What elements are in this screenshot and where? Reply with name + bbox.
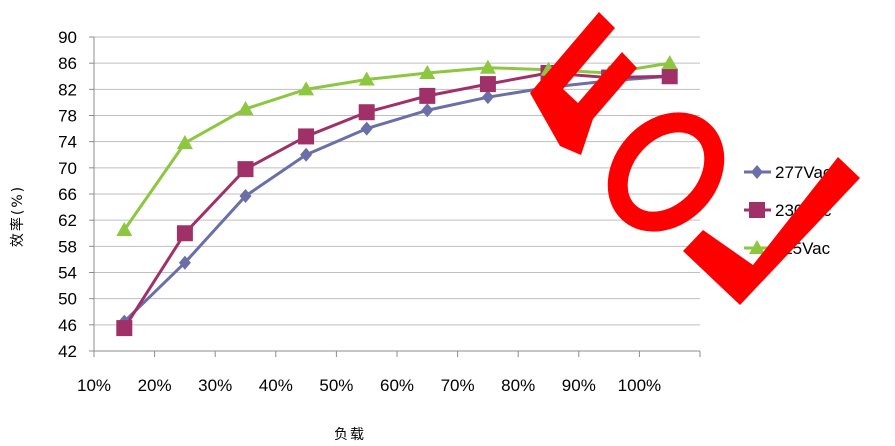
legend-marker-115vac xyxy=(749,240,765,254)
y-tick-label: 46 xyxy=(58,316,77,335)
x-tick-labels: 10% 20% 30% 40% 50% 60% 70% 80% 90% 100% xyxy=(77,376,661,395)
x-tick-label: 50% xyxy=(319,376,353,395)
data-point-230vac xyxy=(116,320,133,337)
y-tick-label: 66 xyxy=(58,185,77,204)
data-point-115vac xyxy=(661,55,678,70)
y-tick-label: 82 xyxy=(58,80,77,99)
x-tick-label: 80% xyxy=(501,376,535,395)
data-point-277vac xyxy=(239,188,252,203)
y-tick-label: 54 xyxy=(58,264,77,283)
y-tick-label: 62 xyxy=(58,211,77,230)
data-point-230vac xyxy=(176,225,193,242)
y-tick-label: 74 xyxy=(58,133,77,152)
data-point-277vac xyxy=(178,255,191,270)
data-point-230vac xyxy=(479,76,496,93)
y-tick-label: 50 xyxy=(58,290,77,309)
data-point-115vac xyxy=(298,81,315,96)
watermark-letter-f xyxy=(530,12,637,155)
data-point-115vac xyxy=(116,221,133,236)
y-tick-label: 78 xyxy=(58,107,77,126)
data-point-115vac xyxy=(479,59,496,74)
y-tick-label: 42 xyxy=(58,342,77,361)
series-line-230vac xyxy=(123,71,670,329)
data-point-115vac xyxy=(176,134,193,149)
data-point-230vac xyxy=(358,104,375,121)
x-tick-label: 20% xyxy=(138,376,172,395)
y-tick-labels: 42 46 50 54 58 62 66 70 74 78 82 86 90 xyxy=(58,28,77,361)
data-point-115vac xyxy=(358,71,375,86)
series-line-115vac xyxy=(123,61,670,231)
data-point-277vac xyxy=(421,103,434,118)
x-axis-title: 负载 xyxy=(334,427,366,443)
data-point-230vac xyxy=(298,128,315,145)
y-axis-title: 效率(%) xyxy=(9,185,26,247)
data-point-115vac xyxy=(237,100,254,115)
y-tick-label: 90 xyxy=(58,28,77,47)
watermark-logo xyxy=(530,12,860,305)
series-lines xyxy=(123,61,670,329)
y-tick-label: 58 xyxy=(58,237,77,256)
axes xyxy=(89,36,701,357)
data-point-115vac xyxy=(419,64,436,79)
x-tick-label: 40% xyxy=(259,376,293,395)
y-tick-label: 86 xyxy=(58,54,77,73)
x-tick-label: 100% xyxy=(618,376,661,395)
legend-marker-230vac xyxy=(749,202,765,218)
y-tick-label: 70 xyxy=(58,159,77,178)
watermark-letter-o xyxy=(607,112,725,232)
data-point-230vac xyxy=(419,87,436,104)
x-tick-label: 60% xyxy=(380,376,414,395)
legend-marker-277vac xyxy=(751,165,763,179)
data-point-277vac xyxy=(360,121,373,136)
x-tick-label: 90% xyxy=(562,376,596,395)
x-tick-label: 70% xyxy=(441,376,475,395)
data-point-230vac xyxy=(237,161,254,178)
data-point-230vac xyxy=(661,68,678,85)
x-tick-label: 30% xyxy=(198,376,232,395)
data-point-277vac xyxy=(300,147,313,162)
data-point-277vac xyxy=(481,90,494,105)
x-tick-label: 10% xyxy=(77,376,111,395)
series-line-277vac xyxy=(123,74,670,323)
watermark-letter-l xyxy=(683,157,860,305)
legend-label-277vac: 277Vac xyxy=(775,163,832,182)
